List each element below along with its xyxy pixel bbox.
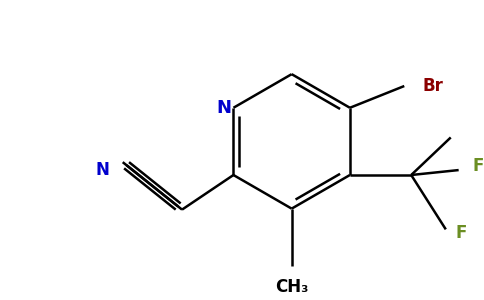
Text: CH₃: CH₃ [275, 278, 308, 296]
Text: Br: Br [422, 77, 443, 95]
Text: N: N [216, 99, 231, 117]
Text: N: N [96, 161, 110, 179]
Text: F: F [472, 157, 484, 175]
Text: F: F [456, 224, 467, 242]
